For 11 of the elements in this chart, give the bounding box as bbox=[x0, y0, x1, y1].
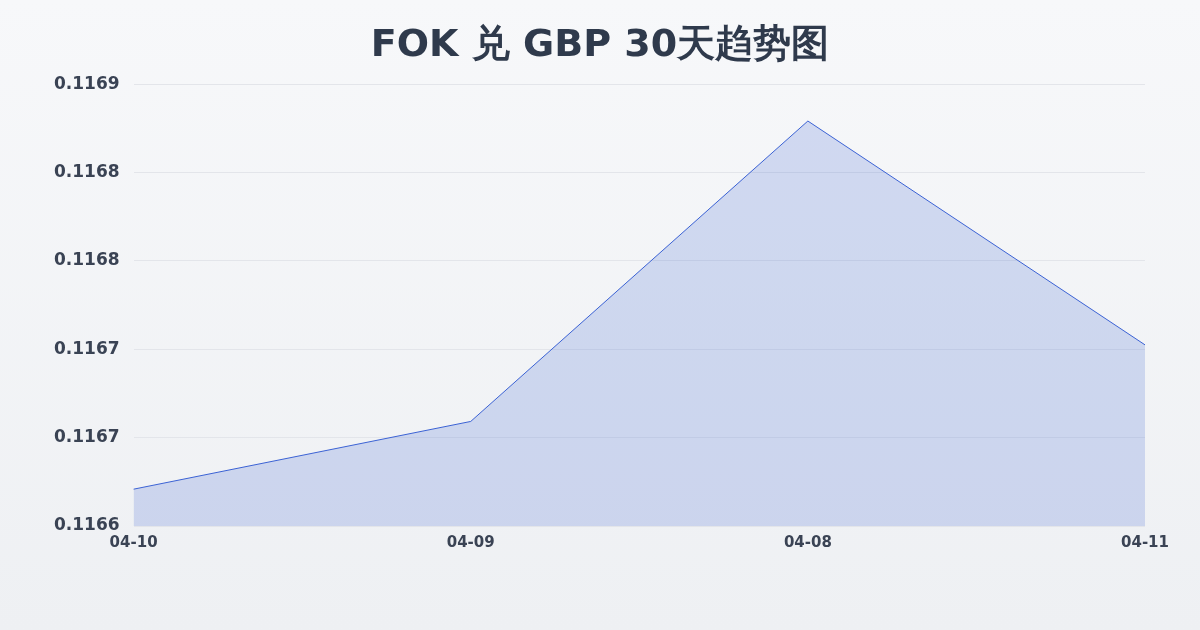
x-tick-label: 04-10 bbox=[109, 532, 158, 551]
y-tick-label: 0.1168 bbox=[53, 160, 120, 181]
y-tick-label: 0.1167 bbox=[53, 426, 120, 447]
chart-title: FOK 兑 GBP 30天趋势图 bbox=[369, 20, 831, 67]
y-tick-label: 0.1167 bbox=[53, 337, 120, 358]
x-tick-label: 04-09 bbox=[446, 532, 495, 551]
y-tick-label: 0.1166 bbox=[53, 514, 120, 535]
y-tick-label: 0.1169 bbox=[53, 72, 120, 93]
y-tick-label: 0.1168 bbox=[53, 249, 120, 270]
x-tick-label: 04-08 bbox=[783, 532, 832, 551]
x-tick-label: 04-11 bbox=[1121, 532, 1169, 551]
